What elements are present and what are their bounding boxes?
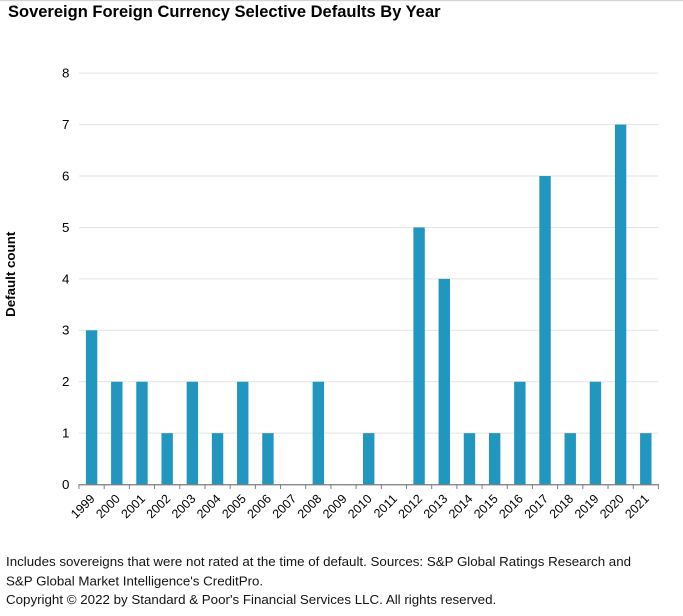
svg-text:4: 4 bbox=[62, 271, 70, 286]
svg-text:3: 3 bbox=[62, 323, 69, 338]
svg-text:Includes sovereigns that were: Includes sovereigns that were not rated … bbox=[6, 554, 631, 569]
svg-text:8: 8 bbox=[62, 66, 69, 81]
svg-text:Copyright © 2022 by Standard &: Copyright © 2022 by Standard & Poor's Fi… bbox=[6, 592, 496, 607]
svg-text:Sovereign Foreign Currency Sel: Sovereign Foreign Currency Selective Def… bbox=[8, 3, 441, 21]
svg-text:6: 6 bbox=[62, 168, 69, 183]
svg-text:0: 0 bbox=[62, 477, 69, 492]
svg-text:7: 7 bbox=[62, 117, 69, 132]
svg-text:Default count: Default count bbox=[3, 231, 18, 317]
svg-text:1: 1 bbox=[62, 426, 69, 441]
svg-text:2: 2 bbox=[62, 374, 69, 389]
svg-text:5: 5 bbox=[62, 220, 69, 235]
svg-text:S&P Global Market Intelligence: S&P Global Market Intelligence's CreditP… bbox=[6, 574, 263, 589]
